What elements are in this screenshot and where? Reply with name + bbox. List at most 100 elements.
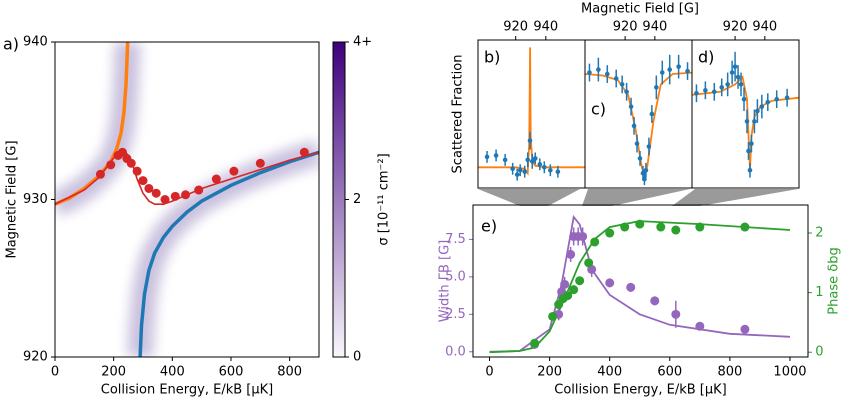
y-axis-label: Width ΓB [G]	[438, 240, 453, 322]
data-point	[484, 154, 490, 160]
x-tick-label: 800	[277, 365, 302, 380]
fit-line	[138, 150, 319, 357]
panel-label: a)	[3, 35, 19, 54]
data-point	[613, 76, 619, 81]
data-point	[711, 89, 717, 95]
fit-line	[585, 71, 692, 180]
density-glow	[127, 139, 319, 357]
data-point	[194, 185, 204, 195]
inset-x-label: Magnetic Field [G]	[581, 2, 699, 17]
fit-line	[692, 75, 799, 171]
data-point	[784, 95, 790, 101]
panel-label: d)	[698, 48, 714, 67]
data-point	[575, 276, 585, 286]
data-point	[631, 123, 637, 129]
data-point	[555, 169, 561, 175]
data-point	[738, 82, 744, 87]
plot-area	[55, 42, 319, 357]
data-point	[522, 169, 528, 175]
data-point	[542, 164, 547, 170]
y-tick-label: 2	[815, 226, 823, 241]
data-point	[650, 296, 660, 306]
y-axis-label: Magnetic Field [G]	[5, 140, 20, 258]
x-tick-label: 600	[219, 365, 244, 380]
y-tick-label: 2.5	[445, 307, 466, 322]
data-point	[126, 158, 136, 168]
y-tick-label: 7.5	[445, 232, 466, 247]
data-point	[587, 70, 592, 75]
data-point	[741, 96, 747, 102]
inset-y-label: Scattered Fraction	[451, 55, 466, 174]
colorbar-tick-label: 0	[353, 350, 361, 365]
data-point	[170, 191, 180, 201]
data-point	[747, 167, 753, 173]
data-point	[548, 311, 558, 321]
x-axis-label: Collision Energy, E/kB [μK]	[554, 383, 726, 398]
data-point	[117, 147, 127, 157]
x-tick-label: 200	[537, 365, 562, 380]
y-tick-label: 930	[23, 192, 48, 207]
data-point	[181, 190, 191, 200]
data-point	[725, 82, 730, 87]
data-point	[569, 285, 579, 295]
data-point	[255, 158, 265, 168]
data-point	[604, 71, 610, 77]
data-point	[740, 222, 750, 232]
data-point	[517, 167, 523, 173]
zoom-wedges	[478, 189, 798, 206]
x-tick-label: 0	[485, 365, 493, 380]
data-point	[729, 70, 735, 75]
data-point	[744, 119, 750, 124]
x-tick-label: 0	[51, 365, 59, 380]
data-point	[676, 64, 681, 69]
y-tick-label: 940	[23, 35, 48, 50]
data-point	[211, 174, 221, 184]
data-point	[635, 219, 645, 229]
plot-area	[489, 214, 791, 354]
data-point	[703, 88, 708, 93]
data-point	[634, 141, 640, 146]
data-point	[749, 141, 754, 146]
data-point	[590, 237, 600, 247]
density-glow	[55, 42, 141, 217]
x-tick-label: 400	[160, 365, 185, 380]
data-point	[637, 156, 643, 161]
y-tick-label: 5.0	[445, 269, 466, 284]
x-tick-label: 940	[752, 20, 777, 35]
wedge	[582, 189, 690, 206]
plot-area	[692, 51, 799, 178]
data-point	[151, 188, 161, 198]
data-point	[628, 104, 634, 109]
data-point	[299, 147, 309, 157]
data-point	[527, 138, 533, 143]
data-point	[510, 166, 515, 172]
plot-area	[478, 47, 585, 181]
data-point	[132, 166, 142, 176]
data-point	[624, 89, 629, 95]
data-point	[774, 96, 780, 102]
data-point	[138, 176, 148, 186]
data-point	[529, 159, 535, 164]
data-point	[578, 231, 588, 241]
data-point	[619, 82, 625, 87]
data-point	[695, 222, 705, 232]
y2-axis-label: Phase δbg	[827, 247, 842, 314]
x-tick-label: 200	[101, 365, 126, 380]
data-point	[548, 167, 553, 173]
data-point	[566, 249, 576, 259]
data-point	[659, 70, 665, 75]
data-point	[694, 90, 699, 96]
colorbar-label: σ [10⁻¹¹ cm⁻²]	[377, 153, 392, 245]
y-tick-label: 1	[815, 285, 823, 300]
data-point	[735, 74, 741, 80]
data-point	[642, 176, 647, 182]
panel-label: e)	[481, 217, 497, 236]
colorbar-tick-label: 2	[353, 192, 361, 207]
data-point	[106, 160, 116, 170]
data-point	[740, 324, 750, 334]
wedge	[478, 189, 580, 206]
fit-line	[489, 220, 791, 354]
x-tick-label: 1000	[773, 365, 806, 380]
x-tick-label: 920	[723, 20, 748, 35]
